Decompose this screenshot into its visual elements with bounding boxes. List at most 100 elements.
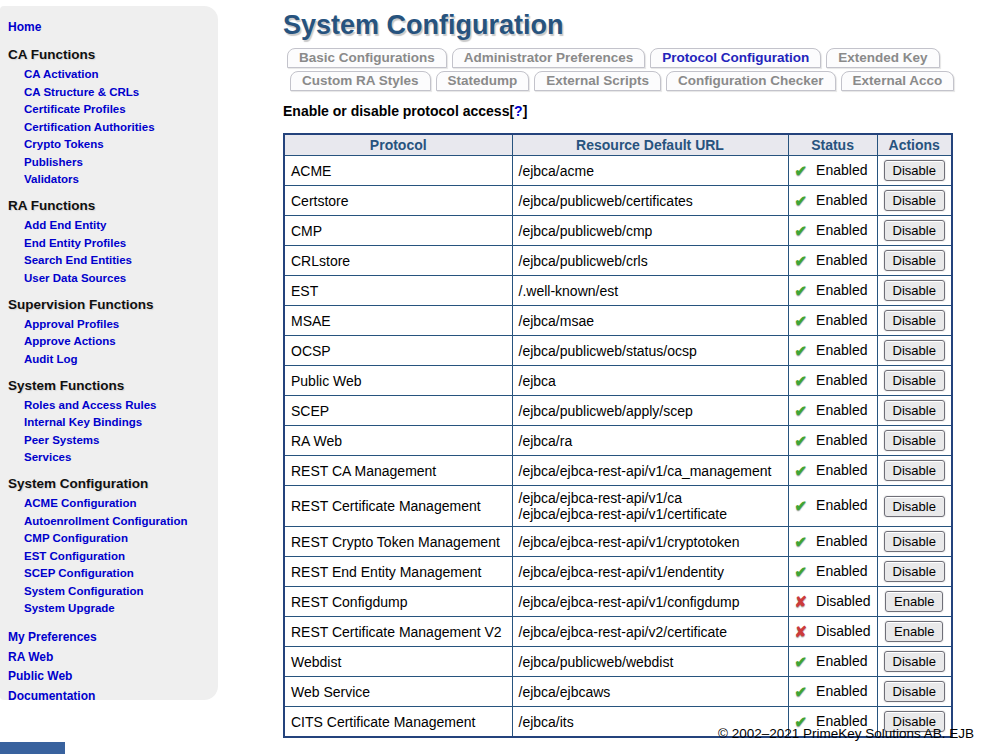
toggle-protocol-button[interactable]: Disable — [884, 310, 945, 331]
tab-extended-key[interactable]: Extended Key — [826, 48, 939, 68]
sidebar-item[interactable]: Certification Authorities — [24, 121, 218, 133]
actions-cell: Disable — [877, 396, 952, 426]
resource-url-cell: /ejbca/publicweb/certificates — [512, 186, 788, 216]
toggle-protocol-button[interactable]: Disable — [884, 400, 945, 421]
toggle-protocol-button[interactable]: Disable — [884, 280, 945, 301]
toggle-protocol-button[interactable]: Disable — [884, 460, 945, 481]
page-title: System Configuration — [283, 10, 994, 41]
sidebar-item[interactable]: SCEP Configuration — [24, 567, 218, 579]
sidebar-item[interactable]: My Preferences — [8, 630, 218, 644]
sidebar-item[interactable]: EST Configuration — [24, 550, 218, 562]
sidebar-item[interactable]: Roles and Access Rules — [24, 399, 218, 411]
toggle-protocol-button[interactable]: Disable — [884, 370, 945, 391]
toggle-protocol-button[interactable]: Disable — [884, 681, 945, 702]
actions-cell: Disable — [877, 456, 952, 486]
sidebar-item[interactable]: End Entity Profiles — [24, 237, 218, 249]
status-label: Enabled — [816, 432, 867, 448]
sidebar-item-home[interactable]: Home — [8, 20, 218, 34]
table-row: ACME/ejbca/acme✔EnabledDisable — [284, 156, 952, 186]
toggle-protocol-button[interactable]: Disable — [884, 250, 945, 271]
sidebar-item[interactable]: Public Web — [8, 669, 218, 683]
status-enabled-icon: ✔ — [795, 653, 808, 670]
status-cell: ✔Enabled — [788, 456, 877, 486]
toggle-protocol-button[interactable]: Enable — [885, 621, 943, 642]
tab-external-acco[interactable]: External Acco — [841, 71, 955, 91]
status-enabled-icon: ✔ — [795, 282, 808, 299]
resource-url-cell: /ejbca/msae — [512, 306, 788, 336]
table-row: REST CA Management/ejbca/ejbca-rest-api/… — [284, 456, 952, 486]
sidebar-item[interactable]: Services — [24, 451, 218, 463]
sidebar-item[interactable]: CA Structure & CRLs — [24, 86, 218, 98]
protocol-cell: REST Certificate Management — [284, 486, 512, 527]
status-cell: ✔Enabled — [788, 677, 877, 707]
sidebar-item[interactable]: Certificate Profiles — [24, 103, 218, 115]
tab-protocol-configuration[interactable]: Protocol Configuration — [650, 48, 821, 68]
toggle-protocol-button[interactable]: Disable — [884, 160, 945, 181]
sidebar-item[interactable]: User Data Sources — [24, 272, 218, 284]
tab-custom-ra-styles[interactable]: Custom RA Styles — [290, 71, 431, 91]
sidebar-item[interactable]: CMP Configuration — [24, 532, 218, 544]
tab-administrator-preferences[interactable]: Administrator Preferences — [452, 48, 646, 68]
toggle-protocol-button[interactable]: Disable — [884, 220, 945, 241]
sidebar-item[interactable]: System Upgrade — [24, 602, 218, 614]
sidebar-item[interactable]: Crypto Tokens — [24, 138, 218, 150]
copyright-text: © 2002–2021 PrimeKey Solutions AB. EJB — [718, 726, 974, 741]
protocol-cell: REST CA Management — [284, 456, 512, 486]
toggle-protocol-button[interactable]: Disable — [884, 430, 945, 451]
tab-basic-configurations[interactable]: Basic Configurations — [287, 48, 447, 68]
protocol-cell: REST Certificate Management V2 — [284, 617, 512, 647]
sidebar-item[interactable]: Autoenrollment Configuration — [24, 515, 218, 527]
sidebar-item[interactable]: Audit Log — [24, 353, 218, 365]
status-label: Enabled — [816, 342, 867, 358]
protocol-cell: Public Web — [284, 366, 512, 396]
table-row: REST Crypto Token Management/ejbca/ejbca… — [284, 527, 952, 557]
sidebar-item[interactable]: System Configuration — [24, 585, 218, 597]
protocol-cell: EST — [284, 276, 512, 306]
sidebar-item[interactable]: Documentation — [8, 689, 218, 703]
toggle-protocol-button[interactable]: Enable — [885, 591, 943, 612]
tab-statedump[interactable]: Statedump — [436, 71, 530, 91]
toggle-protocol-button[interactable]: Disable — [884, 496, 945, 517]
protocol-cell: REST Configdump — [284, 587, 512, 617]
help-link[interactable]: ? — [514, 103, 523, 119]
sidebar-item[interactable]: Validators — [24, 173, 218, 185]
sidebar-item[interactable]: Peer Systems — [24, 434, 218, 446]
sidebar-item[interactable]: RA Web — [8, 650, 218, 664]
sidebar-item[interactable]: Approval Profiles — [24, 318, 218, 330]
column-header: Actions — [877, 134, 952, 156]
table-row: MSAE/ejbca/msae✔EnabledDisable — [284, 306, 952, 336]
actions-cell: Disable — [877, 647, 952, 677]
table-row: CRLstore/ejbca/publicweb/crls✔EnabledDis… — [284, 246, 952, 276]
table-row: SCEP/ejbca/publicweb/apply/scep✔EnabledD… — [284, 396, 952, 426]
sidebar-item[interactable]: Approve Actions — [24, 335, 218, 347]
toggle-protocol-button[interactable]: Disable — [884, 561, 945, 582]
sidebar-item[interactable]: CA Activation — [24, 68, 218, 80]
tab-external-scripts[interactable]: External Scripts — [534, 71, 661, 91]
sidebar-item[interactable]: Add End Entity — [24, 219, 218, 231]
tab-configuration-checker[interactable]: Configuration Checker — [666, 71, 836, 91]
status-cell: ✘Disabled — [788, 587, 877, 617]
resource-url-cell: /ejbca/ejbca-rest-api/v1/configdump — [512, 587, 788, 617]
table-row: REST Certificate Management V2/ejbca/ejb… — [284, 617, 952, 647]
sidebar-item[interactable]: Search End Entities — [24, 254, 218, 266]
tab-bar-row-1: Basic ConfigurationsAdministrator Prefer… — [287, 48, 994, 68]
status-enabled-icon: ✔ — [795, 252, 808, 269]
toggle-protocol-button[interactable]: Disable — [884, 340, 945, 361]
sidebar-item[interactable]: Publishers — [24, 156, 218, 168]
toggle-protocol-button[interactable]: Disable — [884, 190, 945, 211]
status-label: Enabled — [816, 162, 867, 178]
status-enabled-icon: ✔ — [795, 342, 808, 359]
status-cell: ✔Enabled — [788, 527, 877, 557]
sidebar-item[interactable]: Internal Key Bindings — [24, 416, 218, 428]
sidebar: Home CA FunctionsCA ActivationCA Structu… — [0, 6, 218, 700]
actions-cell: Disable — [877, 677, 952, 707]
status-label: Disabled — [816, 623, 870, 639]
status-enabled-icon: ✔ — [795, 162, 808, 179]
status-cell: ✘Disabled — [788, 617, 877, 647]
toggle-protocol-button[interactable]: Disable — [884, 531, 945, 552]
sidebar-item[interactable]: ACME Configuration — [24, 497, 218, 509]
protocol-cell: REST End Entity Management — [284, 557, 512, 587]
toggle-protocol-button[interactable]: Disable — [884, 651, 945, 672]
actions-cell: Disable — [877, 156, 952, 186]
protocol-cell: RA Web — [284, 426, 512, 456]
